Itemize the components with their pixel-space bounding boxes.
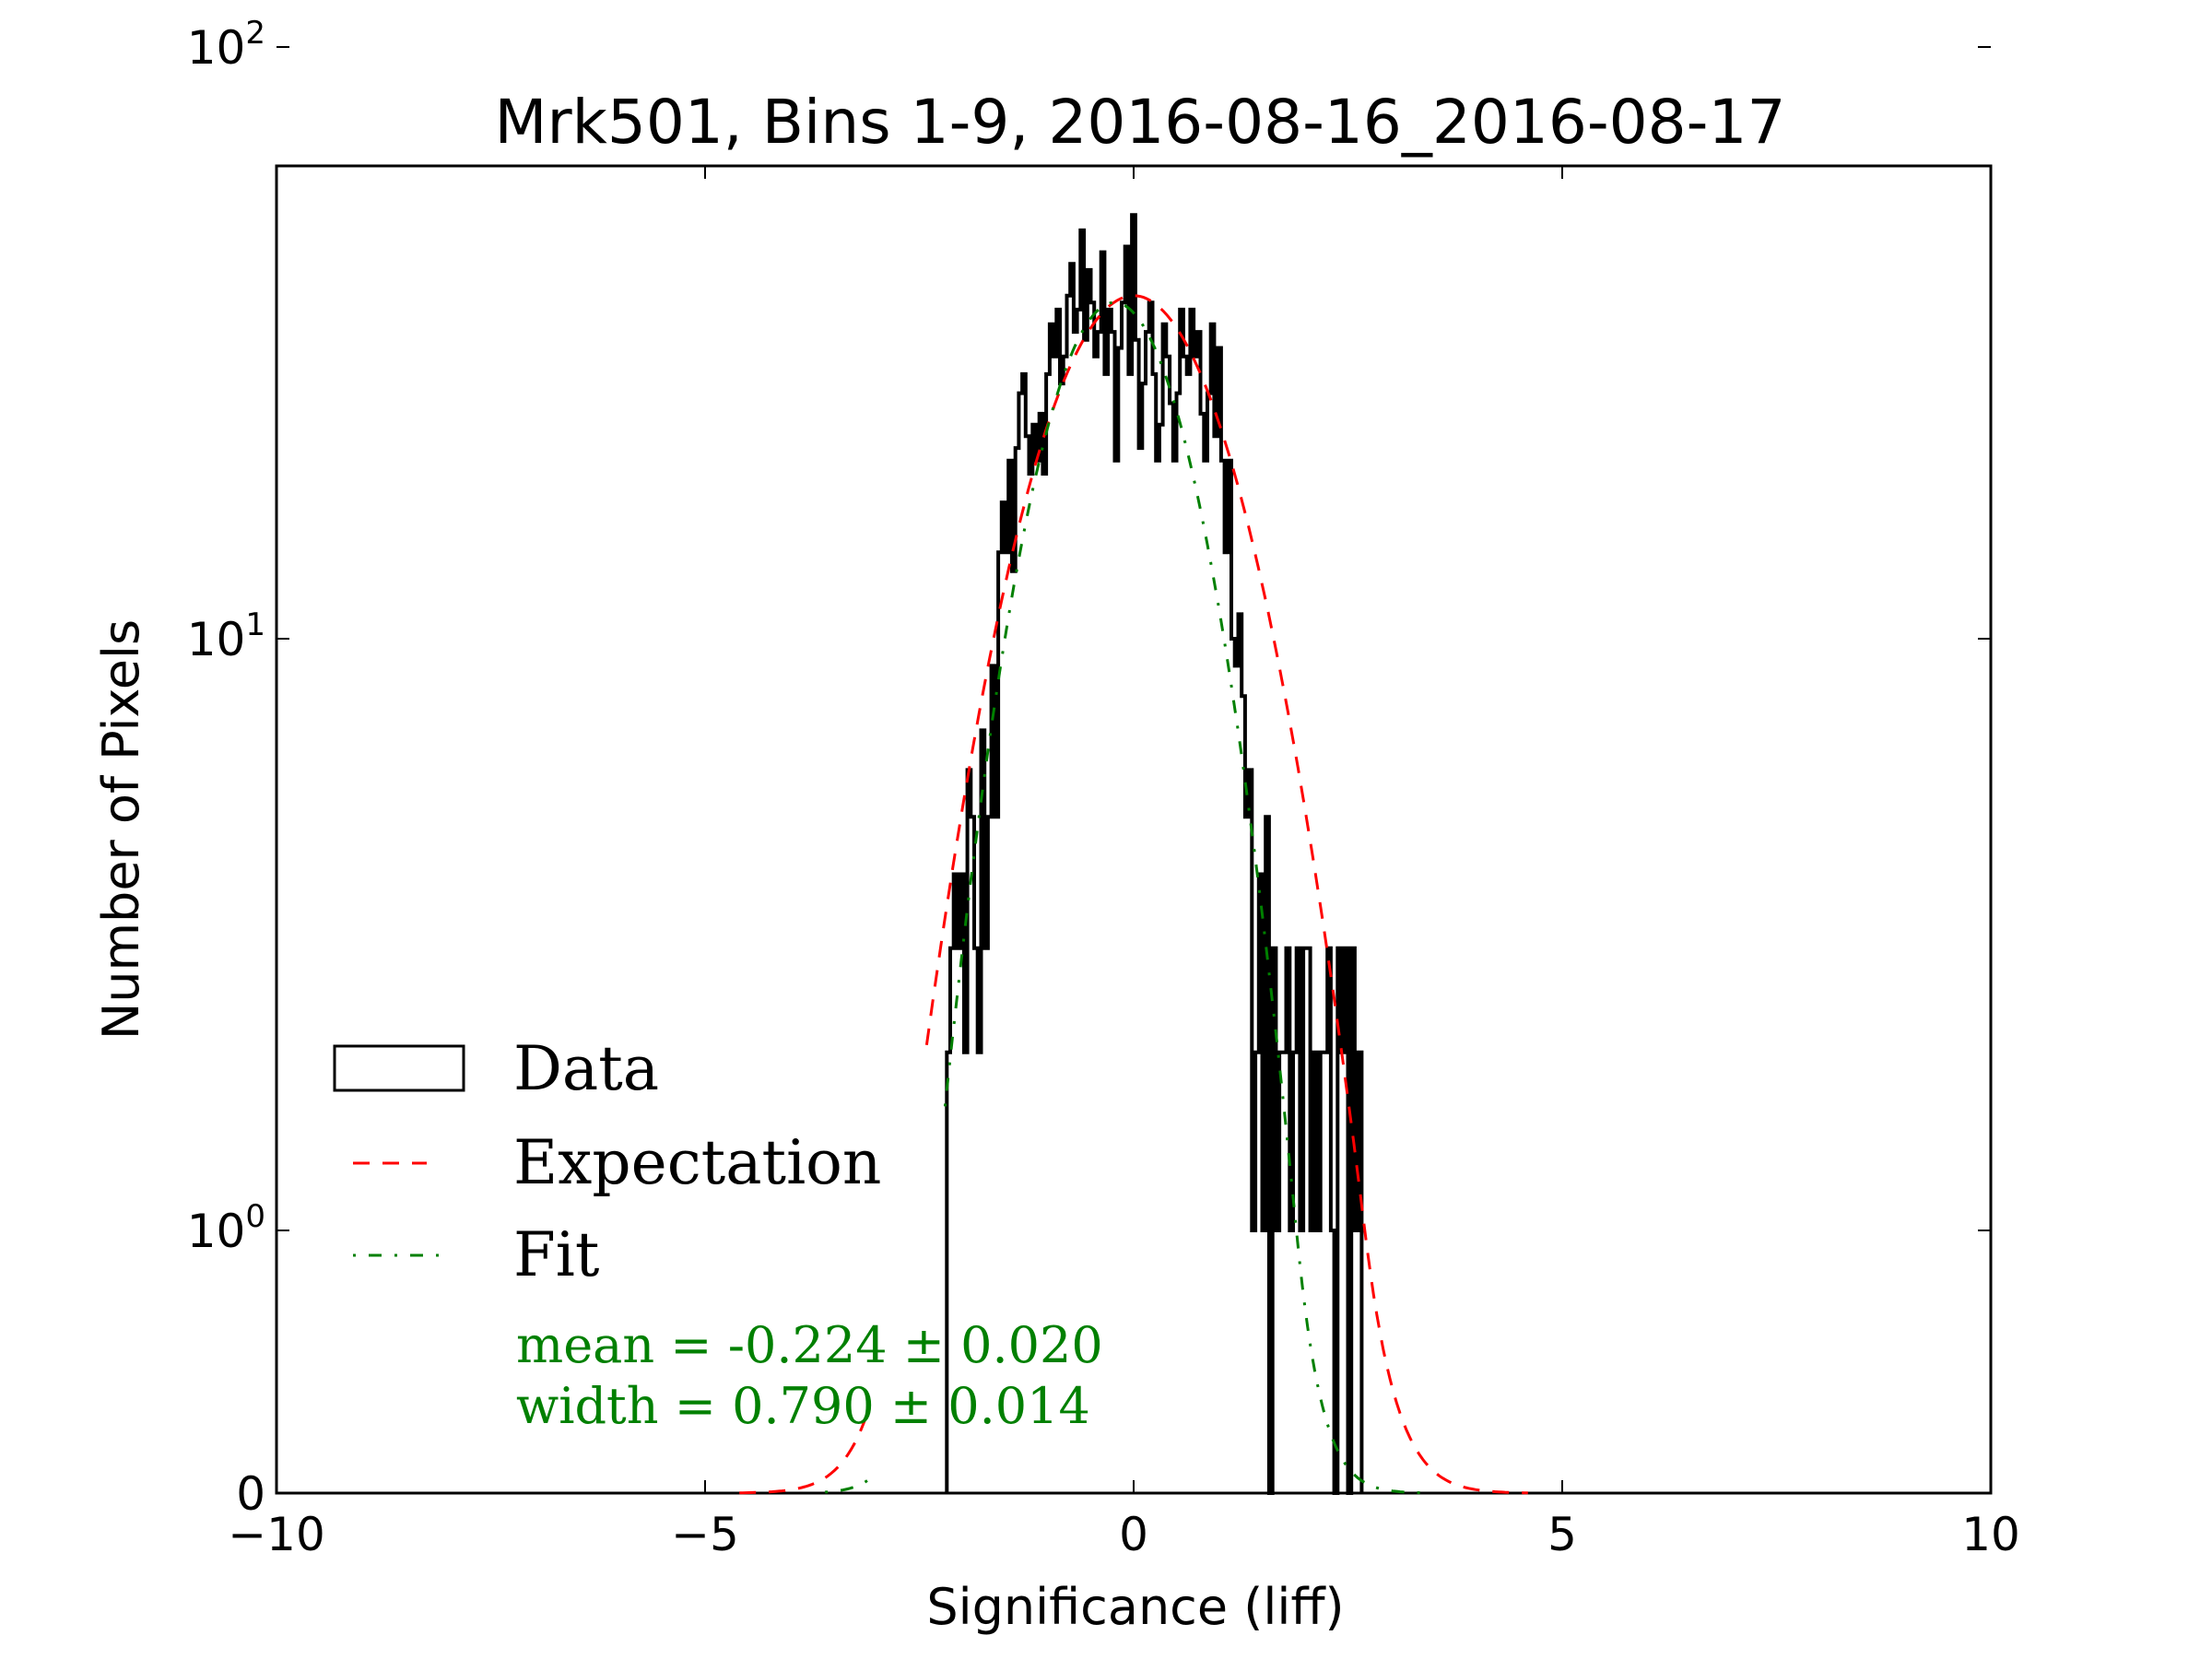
y-axis-label: Number of Pixels (92, 619, 150, 1040)
x-tick-label: 0 (1119, 1508, 1148, 1561)
fit-mean-text: mean = -0.224 ± 0.020 (516, 1316, 1103, 1374)
legend-label-expectation: Expectation (513, 1127, 881, 1198)
fit-width-text: width = 0.790 ± 0.014 (516, 1377, 1090, 1435)
y-tick-label: 100 (187, 1198, 265, 1258)
x-tick-label: −5 (671, 1508, 739, 1561)
y-tick-label: 102 (187, 15, 265, 75)
x-axis-ticks: −10 −5 0 5 10 (228, 166, 2020, 1561)
expectation-curve (739, 294, 1528, 1495)
chart-title: Mrk501, Bins 1-9, 2016-08-16_2016-08-17 (495, 87, 1786, 158)
plot-frame (275, 164, 1993, 1495)
y-axis-ticks: 0 100 101 102 (187, 15, 1991, 1521)
x-tick-label: 10 (1961, 1508, 2020, 1561)
legend-label-fit: Fit (513, 1219, 599, 1290)
x-tick-label: −10 (228, 1508, 325, 1561)
series-layer (739, 213, 1528, 1495)
fit-curve (825, 300, 1426, 1495)
legend: Data Expectation Fit (333, 1033, 881, 1290)
legend-label-data: Data (513, 1033, 659, 1104)
plot-area: −10 −5 0 5 10 0 100 101 102 (187, 15, 2020, 1561)
y-tick-label: 0 (236, 1467, 265, 1521)
x-tick-label: 5 (1547, 1508, 1577, 1561)
x-axis-label: Significance (liff) (926, 1578, 1344, 1636)
legend-swatch-data (333, 1044, 465, 1092)
y-tick-label: 101 (187, 606, 265, 666)
